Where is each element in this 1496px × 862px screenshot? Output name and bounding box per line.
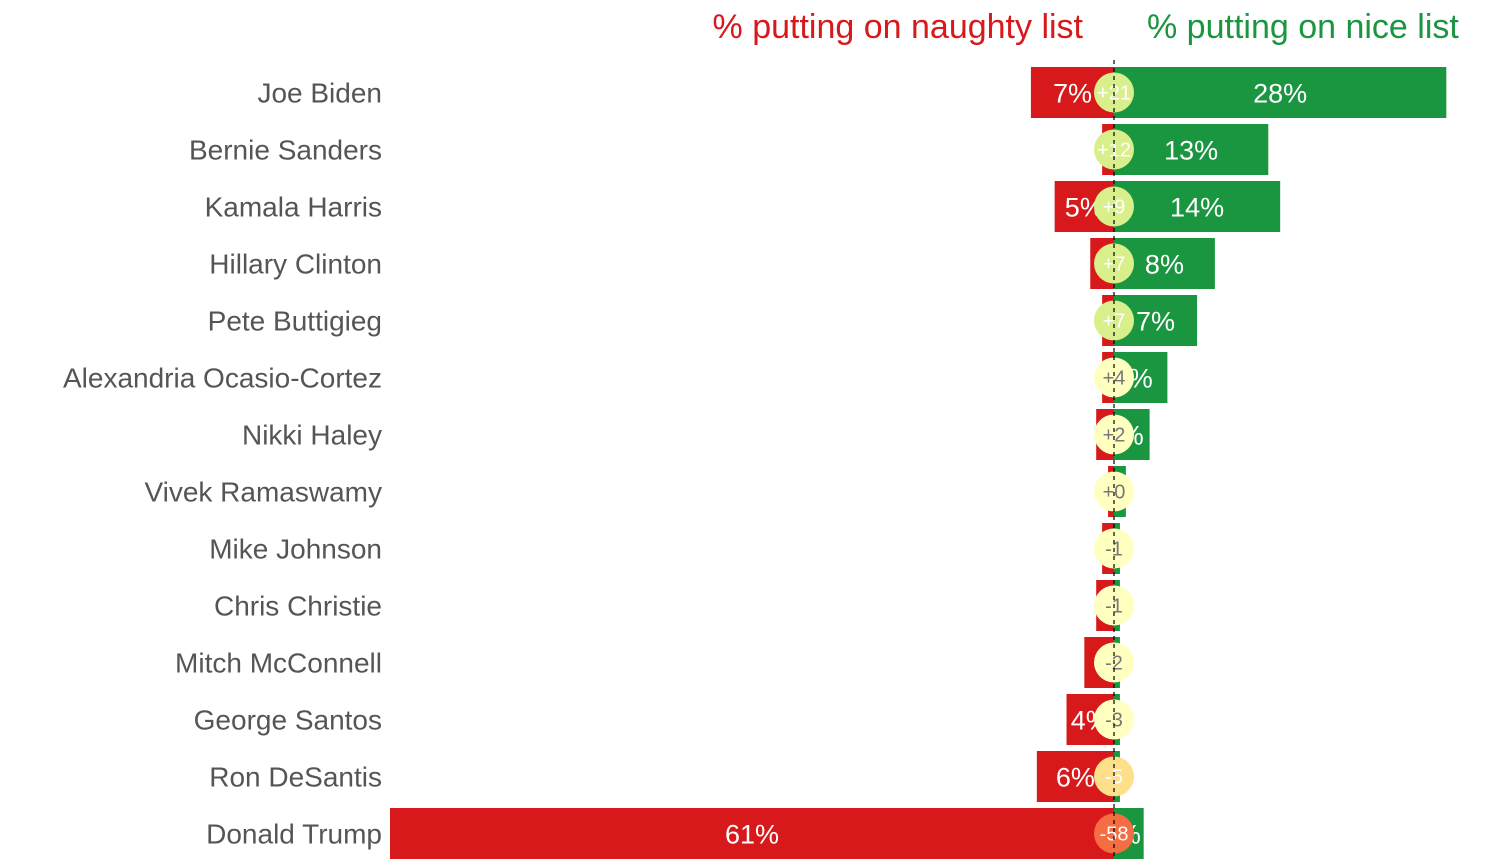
net-score-label: -3 xyxy=(1105,710,1123,732)
net-score-label: +2 xyxy=(1103,425,1126,447)
category-label: Vivek Ramaswamy xyxy=(144,477,382,508)
net-score-label: -5 xyxy=(1105,767,1123,789)
category-label: Chris Christie xyxy=(214,591,382,622)
net-score-label: +7 xyxy=(1103,311,1126,333)
nice-bar xyxy=(1114,67,1447,118)
nice-value-label: 8% xyxy=(1145,250,1184,280)
net-score-marker xyxy=(1094,357,1134,398)
nice-bar xyxy=(1114,124,1269,175)
category-label: George Santos xyxy=(194,705,382,736)
category-label: Bernie Sanders xyxy=(189,135,382,166)
net-score-marker xyxy=(1094,756,1134,797)
net-score-label: -58 xyxy=(1100,824,1129,846)
category-label: Alexandria Ocasio-Cortez xyxy=(63,363,382,394)
naughty-value-label: 7% xyxy=(1053,79,1092,109)
category-label: Mitch McConnell xyxy=(175,648,382,679)
nice-value-label: 28% xyxy=(1253,79,1307,109)
net-score-label: +4 xyxy=(1103,368,1126,390)
net-score-marker xyxy=(1094,813,1134,854)
naughty-value-label: 6% xyxy=(1056,763,1095,793)
nice-header: % putting on nice list xyxy=(1147,8,1459,46)
naughty-value-label: 61% xyxy=(725,820,779,850)
net-score-marker xyxy=(1094,300,1134,341)
category-label: Donald Trump xyxy=(206,819,382,850)
category-label: Joe Biden xyxy=(257,78,382,109)
net-score-label: +7 xyxy=(1103,254,1126,276)
nice-value-label: 13% xyxy=(1164,136,1218,166)
category-label: Mike Johnson xyxy=(209,534,382,565)
nice-value-label: 7% xyxy=(1136,307,1175,337)
nice-value-label: 14% xyxy=(1170,193,1224,223)
category-label: Pete Buttigieg xyxy=(208,306,382,337)
net-score-marker xyxy=(1094,471,1134,512)
net-score-marker xyxy=(1094,414,1134,455)
category-label: Kamala Harris xyxy=(205,192,382,223)
naughty-bar xyxy=(390,808,1114,859)
nice-bar xyxy=(1114,181,1281,232)
category-label: Hillary Clinton xyxy=(209,249,382,280)
category-label: Nikki Haley xyxy=(242,420,382,451)
naughty-header: % putting on naughty list xyxy=(713,8,1084,46)
category-label: Ron DeSantis xyxy=(209,762,382,793)
